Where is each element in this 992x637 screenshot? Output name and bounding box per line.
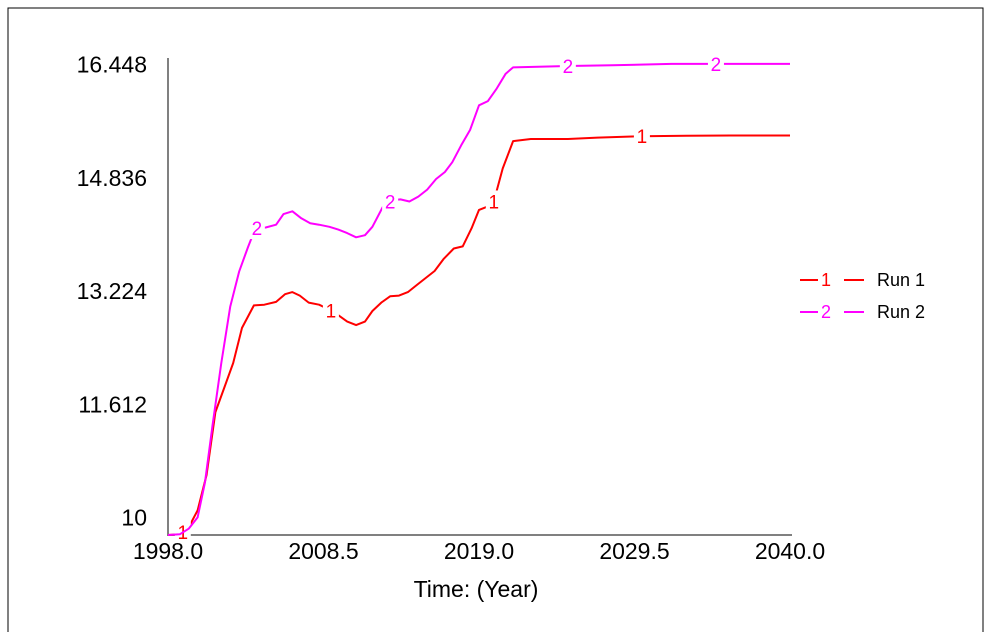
- series-marker-label: 1: [326, 302, 337, 323]
- y-tick-label: 14.836: [77, 165, 147, 191]
- series-marker-bg: [382, 190, 399, 213]
- y-tick-label: 10: [121, 504, 147, 530]
- series-marker-bg: [485, 190, 502, 213]
- axes: [167, 58, 792, 536]
- series-marker-label: 1: [637, 127, 648, 148]
- series-marker-label: 2: [385, 192, 396, 213]
- legend-label: Run 1: [877, 270, 925, 290]
- x-tick-labels: 1998.0 2008.5 2019.0 2029.5 2040.0: [133, 538, 825, 564]
- series-marker-bg: [322, 299, 339, 322]
- y-tick-label: 16.448: [77, 52, 147, 78]
- series-marker-label: 1: [489, 192, 500, 213]
- legend: 1 Run 1 2 Run 2: [800, 270, 925, 322]
- series-line-run-2: [167, 62, 790, 536]
- x-tick-label: 1998.0: [133, 538, 203, 564]
- legend-marker: 1: [821, 270, 831, 290]
- y-tick-label: 13.224: [77, 278, 148, 304]
- series-marker-label: 2: [252, 219, 263, 240]
- x-tick-label: 2019.0: [444, 538, 514, 564]
- series-marker-bg: [633, 125, 650, 148]
- legend-label: Run 2: [877, 302, 925, 322]
- x-axis-label: Time: (Year): [414, 576, 539, 602]
- x-tick-label: 2008.5: [288, 538, 358, 564]
- series-marker-label: 2: [711, 55, 722, 76]
- legend-marker: 2: [821, 302, 831, 322]
- series-line-run-1: [167, 134, 790, 536]
- y-tick-labels: 10 11.612 13.224 14.836 16.448: [77, 52, 148, 531]
- y-tick-label: 11.612: [78, 391, 147, 417]
- series-marker-bg: [707, 52, 724, 75]
- chart-border: [7, 7, 984, 637]
- x-tick-label: 2029.5: [599, 538, 669, 564]
- series-marker-label: 2: [563, 57, 574, 78]
- series-marker-bg: [559, 54, 576, 77]
- series-marker-bg: [248, 217, 265, 240]
- x-tick-label: 2040.0: [755, 538, 825, 564]
